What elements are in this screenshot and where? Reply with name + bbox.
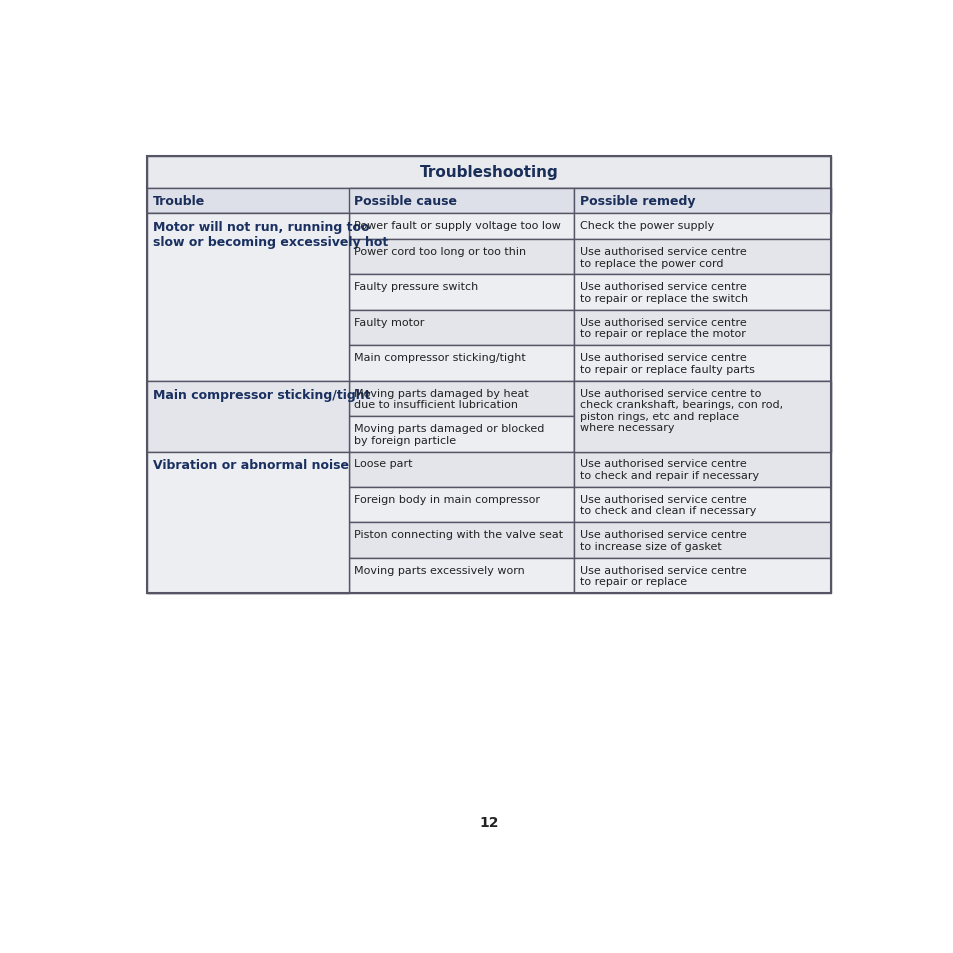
Bar [147,189,830,213]
Bar [574,213,830,240]
Bar [147,240,349,275]
Bar [147,381,349,416]
Bar [147,275,349,311]
Bar [349,346,574,381]
Bar [147,156,830,189]
Bar [349,275,574,311]
Bar [349,558,574,594]
Bar [147,213,349,240]
Text: Loose part: Loose part [354,459,413,469]
Bar [147,523,349,558]
Bar [147,213,349,381]
Bar [147,311,349,346]
Text: Use authorised service centre
to repair or replace the switch: Use authorised service centre to repair … [579,282,747,304]
Text: Piston connecting with the valve seat: Piston connecting with the valve seat [354,530,563,539]
Text: Use authorised service centre
to check and repair if necessary: Use authorised service centre to check a… [579,459,758,480]
Bar [147,452,349,487]
Text: Possible cause: Possible cause [354,194,456,208]
Bar [574,487,830,523]
Bar [349,523,574,558]
Bar [349,311,574,346]
Bar [574,346,830,381]
Bar [574,189,830,213]
Text: Faulty motor: Faulty motor [354,317,424,328]
Text: Motor will not run, running too
slow or becoming excessively hot: Motor will not run, running too slow or … [152,220,388,249]
Bar [147,416,349,452]
Bar [574,416,830,452]
Bar [349,452,574,487]
Bar [349,189,574,213]
Text: Moving parts damaged or blocked
by foreign particle: Moving parts damaged or blocked by forei… [354,423,544,445]
Bar [147,381,349,452]
Text: Vibration or abnormal noise: Vibration or abnormal noise [152,459,349,472]
Text: Faulty pressure switch: Faulty pressure switch [354,282,478,292]
Bar [574,558,830,594]
Bar [574,523,830,558]
Bar [147,558,349,594]
Bar [574,381,830,416]
Text: Moving parts excessively worn: Moving parts excessively worn [354,565,524,575]
Text: Use authorised service centre
to replace the power cord: Use authorised service centre to replace… [579,247,745,268]
Text: Use authorised service centre to
check crankshaft, bearings, con rod,
piston rin: Use authorised service centre to check c… [579,388,782,433]
Text: Moving parts damaged by heat
due to insufficient lubrication: Moving parts damaged by heat due to insu… [354,388,529,410]
Bar [574,275,830,311]
Text: Use authorised service centre
to increase size of gasket: Use authorised service centre to increas… [579,530,745,551]
Bar [147,346,349,381]
Text: Use authorised service centre
to check and clean if necessary: Use authorised service centre to check a… [579,495,756,516]
Text: Main compressor sticking/tight: Main compressor sticking/tight [354,353,525,363]
Bar [349,416,574,452]
Bar [574,311,830,346]
Text: Check the power supply: Check the power supply [579,220,713,231]
Bar [147,156,830,594]
Text: Trouble: Trouble [152,194,205,208]
Text: Power cord too long or too thin: Power cord too long or too thin [354,247,526,256]
Bar [349,381,574,416]
Bar [574,381,830,452]
Text: 12: 12 [478,815,498,829]
Text: Power fault or supply voltage too low: Power fault or supply voltage too low [354,220,560,231]
Text: Possible remedy: Possible remedy [579,194,695,208]
Bar [147,452,349,594]
Bar [147,487,349,523]
Text: Use authorised service centre
to repair or replace: Use authorised service centre to repair … [579,565,745,587]
Bar [349,240,574,275]
Text: Troubleshooting: Troubleshooting [419,165,558,180]
Text: Use authorised service centre
to repair or replace faulty parts: Use authorised service centre to repair … [579,353,754,375]
Text: Use authorised service centre
to repair or replace the motor: Use authorised service centre to repair … [579,317,745,339]
Text: Foreign body in main compressor: Foreign body in main compressor [354,495,539,504]
Bar [574,452,830,487]
Bar [574,240,830,275]
Text: Main compressor sticking/tight: Main compressor sticking/tight [152,388,370,401]
Bar [349,213,574,240]
Bar [349,487,574,523]
